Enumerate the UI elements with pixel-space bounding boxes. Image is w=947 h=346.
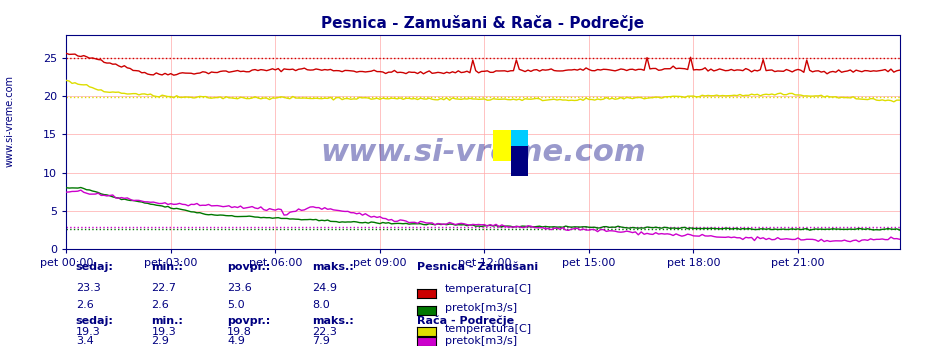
Text: Pesnica - Zamušani: Pesnica - Zamušani [417, 262, 538, 272]
Text: 2.6: 2.6 [76, 300, 94, 310]
Text: 3.4: 3.4 [76, 336, 94, 346]
Text: maks.:: maks.: [313, 262, 354, 272]
Text: www.si-vreme.com: www.si-vreme.com [320, 138, 646, 167]
Text: sedaj:: sedaj: [76, 316, 114, 326]
Text: pretok[m3/s]: pretok[m3/s] [445, 336, 517, 346]
Text: maks.:: maks.: [313, 316, 354, 326]
Bar [510, 130, 528, 161]
Text: 24.9: 24.9 [313, 283, 337, 293]
Text: www.si-vreme.com: www.si-vreme.com [5, 75, 14, 167]
Text: 7.9: 7.9 [313, 336, 331, 346]
Text: povpr.:: povpr.: [227, 316, 271, 326]
Bar [510, 146, 528, 176]
Text: sedaj:: sedaj: [76, 262, 114, 272]
Text: 5.0: 5.0 [227, 300, 245, 310]
Text: 22.7: 22.7 [152, 283, 176, 293]
Bar [493, 130, 510, 161]
Title: Pesnica - Zamušani & Rača - Podrečje: Pesnica - Zamušani & Rača - Podrečje [321, 15, 645, 31]
Text: 2.6: 2.6 [152, 300, 170, 310]
Text: 19.8: 19.8 [227, 327, 252, 337]
Text: Rača - Podrečje: Rača - Podrečje [417, 315, 514, 326]
Text: 23.3: 23.3 [76, 283, 100, 293]
Text: 22.3: 22.3 [313, 327, 337, 337]
Text: 8.0: 8.0 [313, 300, 331, 310]
Text: 19.3: 19.3 [152, 327, 176, 337]
Text: 23.6: 23.6 [227, 283, 252, 293]
Text: 4.9: 4.9 [227, 336, 245, 346]
Text: pretok[m3/s]: pretok[m3/s] [445, 303, 517, 313]
Text: min.:: min.: [152, 262, 184, 272]
Text: temperatura[C]: temperatura[C] [445, 324, 532, 334]
Text: min.:: min.: [152, 316, 184, 326]
Text: 19.3: 19.3 [76, 327, 100, 337]
Text: povpr.:: povpr.: [227, 262, 271, 272]
Text: temperatura[C]: temperatura[C] [445, 284, 532, 294]
Text: 2.9: 2.9 [152, 336, 170, 346]
